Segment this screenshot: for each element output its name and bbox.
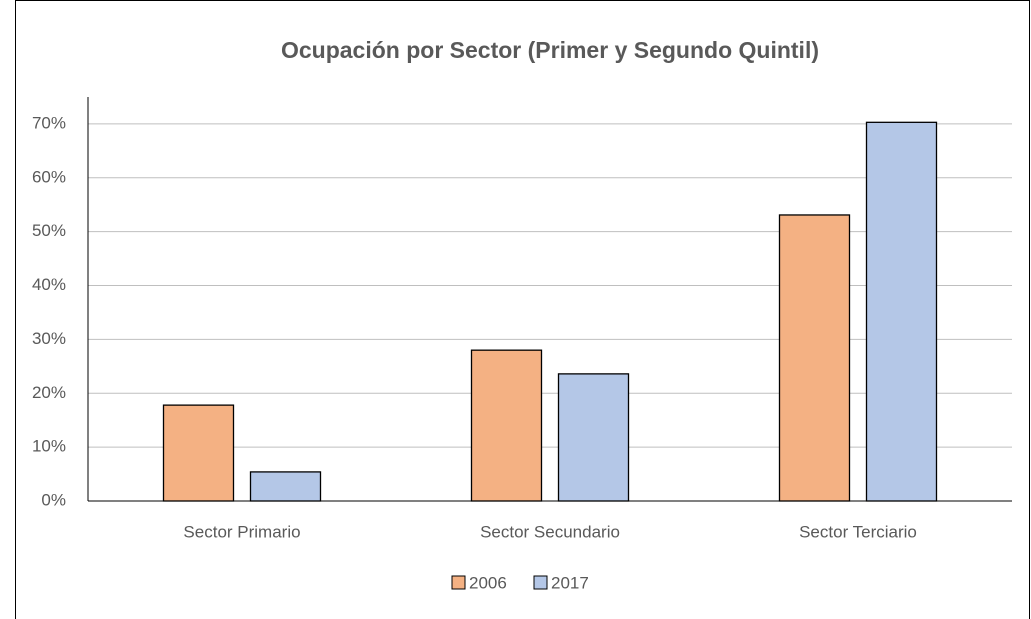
bar xyxy=(778,214,851,502)
y-tick-label: 30% xyxy=(32,329,66,348)
y-tick-label: 70% xyxy=(32,113,66,132)
bar xyxy=(249,471,322,502)
legend-swatch xyxy=(451,575,466,590)
x-tick-label: Sector Primario xyxy=(183,522,300,541)
y-tick-label: 20% xyxy=(32,383,66,402)
chart-title: Ocupación por Sector (Primer y Segundo Q… xyxy=(281,37,819,63)
x-tick-label: Sector Terciario xyxy=(799,522,917,541)
y-tick-label: 60% xyxy=(32,167,66,186)
y-tick-label: 10% xyxy=(32,437,66,456)
x-tick-label: Sector Secundario xyxy=(480,522,620,541)
y-tick-label: 40% xyxy=(32,275,66,294)
legend-label: 2017 xyxy=(551,573,589,592)
y-tick-label: 0% xyxy=(41,490,66,509)
legend-swatch xyxy=(533,575,548,590)
bar xyxy=(162,404,235,502)
y-tick-label: 50% xyxy=(32,221,66,240)
chart-frame xyxy=(15,0,1030,619)
bar xyxy=(557,373,630,502)
bar xyxy=(470,349,543,502)
legend-label: 2006 xyxy=(469,573,507,592)
bar xyxy=(865,121,938,502)
